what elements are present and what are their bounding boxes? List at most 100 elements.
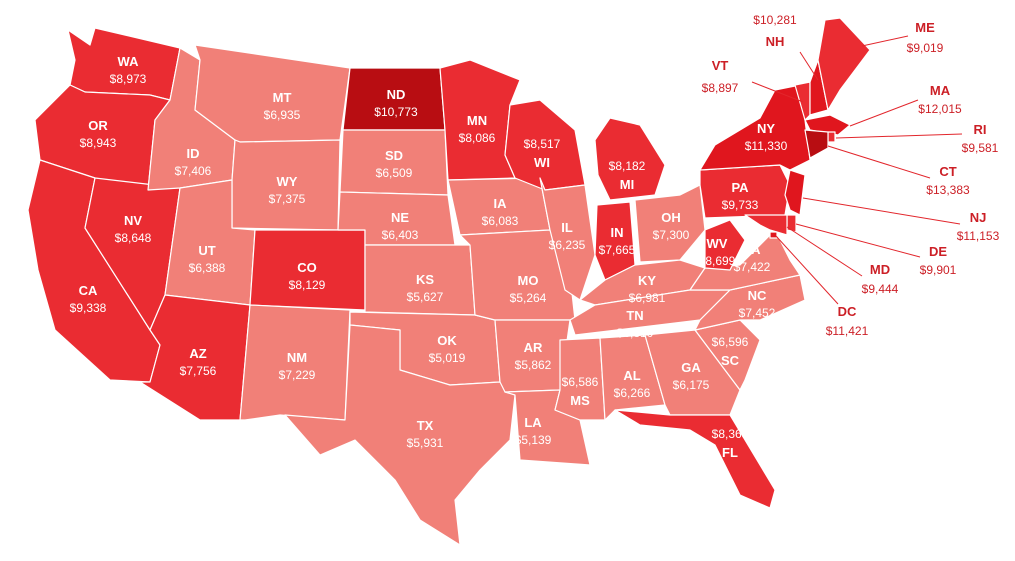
state-abbr-mn: MN — [467, 113, 487, 128]
state-labels: WA $8,973 OR $8,943 CA $9,338 NV $8,648 ID $7,406… — [70, 13, 1000, 460]
state-ct — [804, 129, 829, 159]
state-abbr-mi: MI — [620, 177, 634, 192]
state-me — [817, 17, 871, 111]
state-value-ri: $9,581 — [962, 141, 999, 155]
state-value-ny: $11,330 — [745, 139, 788, 153]
state-abbr-ne: NE — [391, 210, 409, 225]
leader-line-ma — [849, 99, 919, 127]
state-value-il: $6,235 — [549, 238, 586, 252]
state-abbr-wv: WV — [707, 236, 728, 251]
state-abbr-wa: WA — [118, 54, 140, 69]
state-fl — [614, 409, 776, 509]
state-value-sc: $6,596 — [712, 335, 749, 349]
state-tx — [284, 324, 516, 546]
state-abbr-co: CO — [297, 260, 317, 275]
state-mi — [594, 117, 666, 201]
state-value-nm: $7,229 — [279, 368, 316, 382]
state-abbr-vt: VT — [712, 58, 729, 73]
state-value-mo: $5,264 — [510, 291, 547, 305]
state-value-ne: $6,403 — [382, 228, 419, 242]
state-abbr-mt: MT — [273, 90, 292, 105]
state-value-oh: $7,300 — [653, 228, 690, 242]
state-value-tx: $5,931 — [407, 436, 444, 450]
state-abbr-dc: DC — [838, 304, 857, 319]
state-abbr-ky: KY — [638, 273, 656, 288]
state-value-wi: $8,517 — [524, 137, 561, 151]
state-value-wy: $7,375 — [269, 192, 306, 206]
state-md — [744, 214, 788, 236]
state-value-me: $9,019 — [907, 41, 944, 55]
state-ri — [827, 131, 836, 143]
state-abbr-nc: NC — [748, 288, 767, 303]
state-abbr-nm: NM — [287, 350, 307, 365]
state-value-fl: $8,365 — [712, 427, 749, 441]
state-value-nh: $10,281 — [753, 13, 797, 27]
leader-line-nj — [802, 197, 961, 225]
state-value-or: $8,943 — [80, 136, 117, 150]
state-ar — [494, 319, 571, 393]
state-abbr-ar: AR — [524, 340, 543, 355]
leader-line-ri — [835, 133, 963, 139]
state-shapes — [27, 17, 871, 546]
state-dc — [769, 231, 778, 239]
state-abbr-tx: TX — [417, 418, 434, 433]
state-abbr-nj: NJ — [970, 210, 987, 225]
leader-lines — [751, 35, 963, 305]
state-value-ca: $9,338 — [70, 301, 107, 315]
state-abbr-or: OR — [88, 118, 108, 133]
state-abbr-wy: WY — [277, 174, 298, 189]
state-abbr-az: AZ — [189, 346, 206, 361]
state-abbr-sc: SC — [721, 353, 740, 368]
state-value-wa: $8,973 — [110, 72, 147, 86]
state-abbr-ri: RI — [974, 122, 987, 137]
state-value-mn: $8,086 — [459, 131, 496, 145]
state-abbr-la: LA — [524, 415, 542, 430]
state-value-nc: $7,452 — [739, 306, 776, 320]
state-value-co: $8,129 — [289, 278, 326, 292]
leader-line-md — [786, 226, 863, 277]
leader-line-de — [795, 223, 921, 258]
state-abbr-sd: SD — [385, 148, 403, 163]
state-va — [689, 229, 801, 291]
state-abbr-fl: FL — [722, 445, 738, 460]
leader-line-nh — [799, 51, 819, 81]
state-nm — [239, 304, 351, 421]
leader-line-vt — [751, 81, 804, 103]
state-value-nj: $11,153 — [957, 229, 1000, 243]
state-abbr-ia: IA — [494, 196, 508, 211]
state-abbr-al: AL — [623, 368, 640, 383]
state-abbr-ma: MA — [930, 83, 951, 98]
state-abbr-tn: TN — [626, 308, 643, 323]
state-abbr-mo: MO — [518, 273, 539, 288]
state-abbr-in: IN — [611, 225, 624, 240]
state-value-mt: $6,935 — [264, 108, 301, 122]
state-value-la: $5,139 — [515, 433, 552, 447]
state-abbr-ga: GA — [681, 360, 701, 375]
state-abbr-nv: NV — [124, 213, 142, 228]
state-value-ky: $6,981 — [629, 291, 666, 305]
state-value-ia: $6,083 — [482, 214, 519, 228]
leader-line-me — [861, 35, 909, 47]
state-value-ks: $5,627 — [407, 290, 444, 304]
state-value-md: $9,444 — [862, 282, 899, 296]
state-value-nd: $10,773 — [374, 105, 418, 119]
state-value-de: $9,901 — [920, 263, 957, 277]
state-abbr-wi: WI — [534, 155, 550, 170]
state-nj — [784, 169, 806, 216]
state-il — [539, 177, 596, 301]
state-value-nv: $8,648 — [115, 231, 152, 245]
state-value-ma: $12,015 — [918, 102, 962, 116]
state-value-mi: $8,182 — [609, 159, 646, 173]
state-abbr-nd: ND — [387, 87, 406, 102]
state-value-vt: $8,897 — [702, 81, 739, 95]
state-abbr-oh: OH — [661, 210, 681, 225]
state-value-az: $7,756 — [180, 364, 217, 378]
state-value-sd: $6,509 — [376, 166, 413, 180]
state-abbr-ny: NY — [757, 121, 775, 136]
state-value-tn: $6,310 — [617, 326, 654, 340]
state-value-al: $6,266 — [614, 386, 651, 400]
state-abbr-il: IL — [561, 220, 573, 235]
state-value-ct: $13,383 — [926, 183, 970, 197]
state-abbr-ks: KS — [416, 272, 434, 287]
